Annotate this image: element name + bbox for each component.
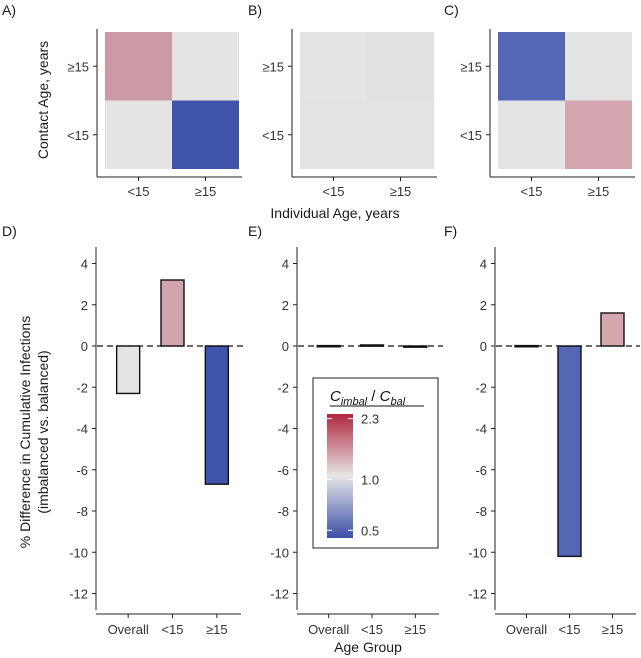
heatmap-cell (172, 100, 239, 169)
bar-x-tick-label: <15 (361, 622, 383, 637)
legend-title: Cimbal / Cbal (330, 388, 406, 408)
bar (403, 345, 428, 348)
bar (557, 345, 582, 558)
bar-y-axis-title-line1: % Difference in Cumulative Infections (17, 316, 33, 548)
legend-title-separator: / (367, 388, 380, 405)
panel-label-a: A) (2, 2, 16, 18)
bar-y-tick-label: -10 (468, 545, 487, 560)
bar-y-tick-label: 2 (81, 298, 88, 313)
heatmap-y-tick-label: <15 (67, 128, 89, 143)
bar (600, 312, 625, 347)
bar-y-tick-label: -4 (76, 422, 88, 437)
heatmap-y-tick-label: <15 (262, 128, 284, 143)
bar (160, 279, 185, 347)
bar (204, 345, 230, 485)
bar-y-tick-label: -4 (475, 422, 487, 437)
bar (115, 345, 141, 395)
heatmap-x-axis-title: Individual Age, years (270, 205, 399, 221)
bar-y-tick-label: 0 (282, 339, 289, 354)
bar-y-tick-label: -2 (76, 380, 88, 395)
bar-x-axis-title: Age Group (334, 639, 402, 655)
bar-panel-d: 4 2 0 -2 -4 -6 -8 -10 -12 Overall <15 ≥15 (69, 247, 245, 637)
bar-y-tick-label: 4 (81, 257, 88, 272)
heatmap-cell (172, 32, 239, 101)
bar-y-tick-label: -2 (277, 380, 289, 395)
heatmap-y-tick-label: ≥15 (67, 59, 89, 74)
panel-label-c: C) (444, 2, 459, 18)
panel-label-f: F) (444, 223, 457, 239)
heatmap-x-tick-label: ≥15 (195, 184, 217, 199)
heatmap-y-tick-label: ≥15 (262, 59, 284, 74)
heatmap-cell (565, 32, 632, 101)
bar-y-tick-label: -2 (475, 380, 487, 395)
bar-y-tick-label: -6 (76, 463, 88, 478)
bar-x-tick-label: ≥15 (206, 622, 228, 637)
legend-tick-label: 1.0 (361, 473, 379, 488)
legend-ticks: 2.3 1.0 0.5 (327, 412, 379, 538)
bar-x-tick-label: Overall (108, 622, 149, 637)
heatmap-panel-b: <15 ≥15 ≥15 <15 (262, 29, 437, 199)
bar-x-tick-label: ≥15 (405, 622, 427, 637)
heatmap-cell (565, 100, 632, 169)
bar-y-tick-label: -12 (468, 587, 487, 602)
bar-y-tick-label: 4 (480, 257, 487, 272)
panel-label-d: D) (2, 223, 17, 239)
bar (359, 344, 385, 347)
bar-y-tick-label: -8 (277, 504, 289, 519)
bar-x-tick-label: <15 (161, 622, 183, 637)
bar (316, 344, 341, 348)
legend-title-c2: C (380, 388, 391, 405)
bar-x-tick-label: <15 (558, 622, 580, 637)
heatmap-x-tick-label: ≥15 (390, 184, 412, 199)
heatmap-panel-c: <15 ≥15 ≥15 <15 (460, 29, 635, 199)
bar-x-tick-label: ≥15 (602, 622, 624, 637)
bar-y-tick-label: 0 (81, 339, 88, 354)
heatmap-y-axis-title: Contact Age, years (35, 41, 51, 159)
bar-y-tick-label: -6 (277, 463, 289, 478)
heatmap-cell (300, 32, 367, 101)
heatmap-cell (498, 100, 565, 169)
heatmap-cell (498, 32, 565, 101)
panel-label-b: B) (248, 2, 262, 18)
bar-y-tick-label: 0 (480, 339, 487, 354)
bar-y-tick-label: -8 (475, 504, 487, 519)
heatmap-x-tick-label: ≥15 (588, 184, 610, 199)
legend-tick-label: 2.3 (361, 412, 379, 427)
bar-x-tick-label: Overall (308, 622, 349, 637)
bar-y-tick-label: -8 (76, 504, 88, 519)
bar-x-tick-label: Overall (506, 622, 547, 637)
legend-title-sub2: bal (391, 396, 406, 408)
bar-y-tick-label: -12 (69, 587, 88, 602)
heatmap-cell (105, 100, 172, 169)
bar-y-tick-label: -10 (270, 545, 289, 560)
bar-panel-e: 4 2 0 -2 -4 -6 -8 -10 -12 Overall <15 ≥15 (270, 247, 443, 637)
heatmap-y-tick-label: <15 (460, 128, 482, 143)
bar-y-tick-label: -4 (277, 422, 289, 437)
heatmap-cell (367, 100, 434, 169)
legend-title-sub1: imbal (341, 396, 368, 408)
bar-y-tick-label: 4 (282, 257, 289, 272)
heatmap-x-tick-label: <15 (127, 184, 149, 199)
heatmap-x-tick-label: <15 (520, 184, 542, 199)
heatmap-cell (105, 32, 172, 101)
legend-title-c1: C (330, 388, 341, 405)
heatmap-cell (367, 32, 434, 101)
bar-y-tick-label: -6 (475, 463, 487, 478)
bar-panel-f: 4 2 0 -2 -4 -6 -8 -10 -12 Overall <15 ≥15 (468, 247, 640, 637)
bar-y-tick-label: 2 (480, 298, 487, 313)
panel-label-e: E) (248, 223, 262, 239)
bar (514, 344, 539, 348)
heatmap-cell (300, 100, 367, 169)
legend-colorbar (327, 414, 353, 538)
bar-y-tick-label: 2 (282, 298, 289, 313)
bar-y-axis-title-line2: (imbalanced vs. balanced) (35, 350, 51, 513)
color-legend: Cimbal / Cbal 2.3 1.0 0.5 (312, 377, 439, 549)
heatmap-x-tick-label: <15 (322, 184, 344, 199)
heatmap-y-tick-label: ≥15 (460, 59, 482, 74)
heatmap-panel-a: <15 ≥15 ≥15 <15 (67, 29, 242, 199)
bar-y-tick-label: -12 (270, 587, 289, 602)
bar-y-tick-label: -10 (69, 545, 88, 560)
legend-tick-label: 0.5 (361, 523, 379, 538)
